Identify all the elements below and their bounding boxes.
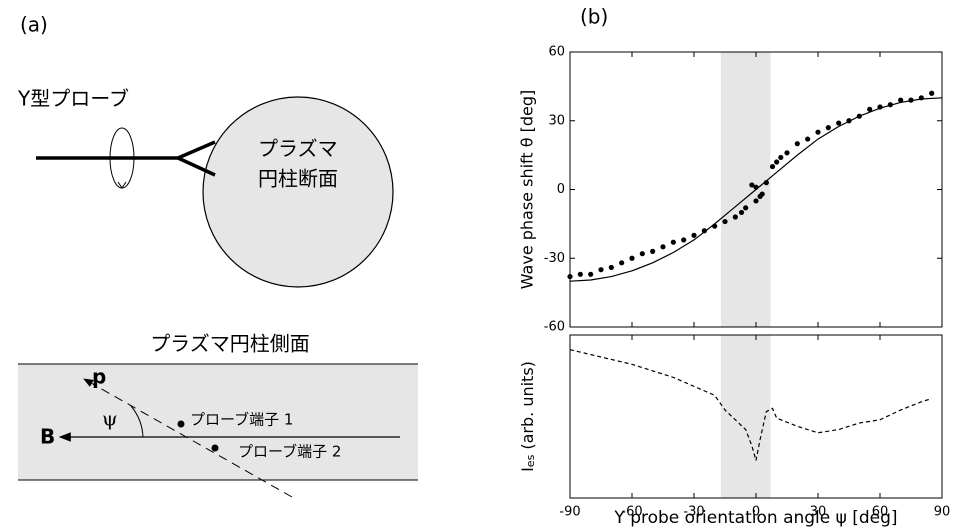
data-point [660, 244, 666, 250]
x-tick-label: 30 [810, 505, 827, 520]
tip [211, 444, 219, 452]
data-point [774, 159, 780, 165]
data-point [867, 106, 873, 112]
x-tick-label: 60 [872, 505, 889, 520]
x-axis-label: Y probe orientation angle ψ [deg] [613, 508, 897, 528]
charts: -60 -30 0 30 60 Wave phase shift θ [deg] -90 -6… [518, 45, 951, 529]
data-point [794, 141, 800, 147]
data-point [815, 129, 821, 135]
data-line [569, 97, 943, 282]
data-point [577, 271, 583, 277]
probe-label: Y型プローブ [17, 87, 129, 111]
data-point [836, 120, 842, 126]
data-point [608, 264, 614, 271]
boundary [18, 363, 418, 481]
data-point [691, 232, 697, 238]
data-point [722, 218, 728, 225]
side-diagram: プラズマ円柱側面 B p ψ プローブ端子 1 プローブ端子 2 [18, 332, 418, 498]
data-point [738, 209, 745, 216]
data-point [929, 90, 935, 96]
y-axis-label: Wave phase shift θ [deg] [518, 90, 537, 290]
data-point [701, 228, 707, 234]
tip-label: プローブ端子 2 [238, 443, 341, 461]
x-tick-label: 0 [752, 505, 760, 520]
x-tick-label: -30 [683, 505, 704, 520]
data-point [898, 97, 904, 103]
data-point [743, 205, 749, 211]
tip [177, 420, 185, 428]
data-point [778, 154, 784, 161]
section-label: 円柱断面 [258, 167, 338, 191]
p-label: p [92, 365, 106, 389]
data-point [759, 191, 765, 197]
y-tick-label: 60 [548, 45, 565, 60]
data-point [825, 125, 831, 131]
data-point [732, 214, 738, 220]
y-tick-label: -30 [544, 251, 565, 266]
highlight-band [720, 52, 771, 327]
y-axis-label: Ies (arb. units) [518, 361, 538, 472]
data-point [805, 136, 811, 142]
data-point [681, 237, 687, 243]
data-point [598, 267, 604, 273]
tip-label: プローブ端子 1 [190, 411, 293, 429]
cross-section-diagram: Y型プローブ プラズマ 円柱断面 [17, 87, 394, 288]
data-line [569, 349, 932, 461]
data-point [588, 271, 594, 277]
x-tick-label: 90 [934, 505, 951, 520]
y-tick-label: -60 [544, 320, 565, 335]
section-label: プラズマ [258, 137, 338, 161]
highlight-band [720, 335, 771, 498]
b-label: B [40, 425, 55, 449]
data-point [619, 260, 625, 266]
y-tick-label: 0 [557, 182, 565, 197]
y-axis-label-part: (arb. units) [518, 361, 537, 455]
x-tick-label: -90 [559, 505, 580, 520]
arrow-head [117, 181, 127, 189]
data-point [670, 239, 676, 245]
data-point [784, 150, 790, 156]
y-axis-label-part: es [524, 454, 537, 467]
probe [36, 140, 216, 177]
data-point [769, 163, 776, 170]
data-point [639, 251, 645, 257]
data-point [753, 198, 759, 204]
probe-axis [83, 378, 293, 498]
side-title: プラズマ円柱側面 [150, 332, 310, 356]
x-tick-label: -60 [621, 505, 642, 520]
psi-label: ψ [102, 407, 118, 431]
data-point [749, 182, 755, 188]
y-tick-label: 30 [548, 113, 565, 128]
y-axis-label-part: I [518, 467, 537, 472]
data-point [567, 273, 573, 280]
data-point [629, 255, 635, 261]
panel-label: (b) [580, 5, 608, 29]
angle-arc [130, 405, 144, 438]
data-point [650, 248, 656, 254]
panel-label: (a) [20, 13, 48, 37]
plasma-circle [202, 96, 394, 288]
